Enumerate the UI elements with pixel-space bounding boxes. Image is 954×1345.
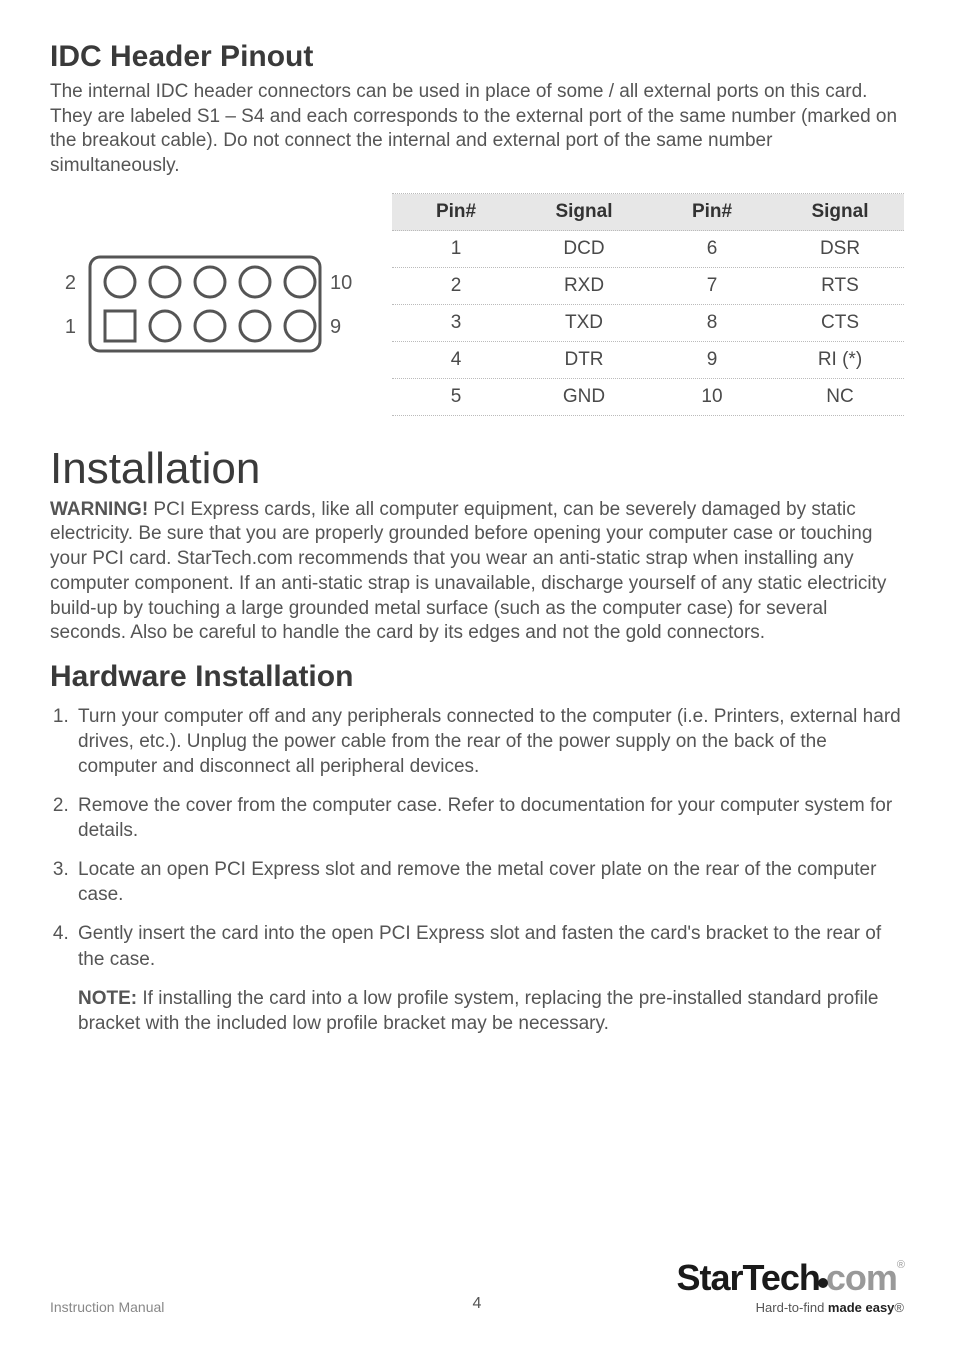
table-row: 1 DCD 6 DSR bbox=[392, 231, 904, 268]
td: 7 bbox=[648, 275, 776, 297]
hardware-steps: Turn your computer off and any periphera… bbox=[50, 704, 904, 972]
td: NC bbox=[776, 386, 904, 408]
logo-grey: com bbox=[826, 1257, 897, 1298]
hardware-heading: Hardware Installation bbox=[50, 660, 904, 694]
td: DSR bbox=[776, 238, 904, 260]
table-row: 5 GND 10 NC bbox=[392, 379, 904, 416]
td: 2 bbox=[392, 275, 520, 297]
table-row: 3 TXD 8 CTS bbox=[392, 305, 904, 342]
idc-header-diagram: 2 1 10 9 bbox=[50, 239, 370, 369]
td: RI (*) bbox=[776, 349, 904, 371]
pin-table-header: Pin# Signal Pin# Signal bbox=[392, 194, 904, 231]
diagram-label-tl: 2 bbox=[65, 272, 76, 294]
td: 6 bbox=[648, 238, 776, 260]
idc-body: The internal IDC header connectors can b… bbox=[50, 80, 904, 179]
diagram-label-tr: 10 bbox=[330, 272, 352, 294]
pin-table: Pin# Signal Pin# Signal 1 DCD 6 DSR 2 RX… bbox=[392, 193, 904, 416]
installation-heading: Installation bbox=[50, 444, 904, 494]
table-row: 4 DTR 9 RI (*) bbox=[392, 342, 904, 379]
th-signal1: Signal bbox=[520, 201, 648, 223]
th-signal2: Signal bbox=[776, 201, 904, 223]
startech-logo: StarTechcom® Hard-to-find made easy® bbox=[676, 1260, 904, 1315]
td: 4 bbox=[392, 349, 520, 371]
list-item: Gently insert the card into the open PCI… bbox=[74, 921, 904, 971]
registered-mark: ® bbox=[897, 1259, 904, 1271]
tag-bold: made easy bbox=[828, 1300, 895, 1315]
td: RTS bbox=[776, 275, 904, 297]
list-item: Remove the cover from the computer case.… bbox=[74, 793, 904, 843]
registered-mark-small: ® bbox=[894, 1300, 904, 1315]
pinout-row: 2 1 10 9 Pin# Signal Pin# Signal 1 DCD 6… bbox=[50, 193, 904, 416]
td: GND bbox=[520, 386, 648, 408]
td: DCD bbox=[520, 238, 648, 260]
tag-grey: Hard-to-find bbox=[756, 1300, 828, 1315]
installation-warning: WARNING! PCI Express cards, like all com… bbox=[50, 498, 904, 646]
logo-tagline: Hard-to-find made easy® bbox=[676, 1300, 904, 1315]
td: 3 bbox=[392, 312, 520, 334]
td: 8 bbox=[648, 312, 776, 334]
warning-label: WARNING! bbox=[50, 499, 148, 520]
td: 9 bbox=[648, 349, 776, 371]
diagram-label-bl: 1 bbox=[65, 316, 76, 338]
idc-heading: IDC Header Pinout bbox=[50, 40, 904, 74]
diagram-label-br: 9 bbox=[330, 316, 341, 338]
list-item: Turn your computer off and any periphera… bbox=[74, 704, 904, 779]
hardware-note: NOTE: If installing the card into a low … bbox=[78, 986, 904, 1036]
td: 1 bbox=[392, 238, 520, 260]
td: RXD bbox=[520, 275, 648, 297]
td: DTR bbox=[520, 349, 648, 371]
page-number: 4 bbox=[473, 1295, 482, 1313]
td: CTS bbox=[776, 312, 904, 334]
note-body: If installing the card into a low profil… bbox=[78, 988, 879, 1034]
td: TXD bbox=[520, 312, 648, 334]
th-pin2: Pin# bbox=[648, 201, 776, 223]
logo-main: StarTech bbox=[676, 1257, 819, 1298]
th-pin1: Pin# bbox=[392, 201, 520, 223]
note-label: NOTE: bbox=[78, 988, 137, 1009]
td: 10 bbox=[648, 386, 776, 408]
warning-body: PCI Express cards, like all computer equ… bbox=[50, 499, 886, 643]
logo-dot-icon bbox=[818, 1278, 828, 1288]
footer-left-text: Instruction Manual bbox=[50, 1299, 164, 1315]
page-footer: Instruction Manual 4 StarTechcom® Hard-t… bbox=[50, 1260, 904, 1315]
list-item: Locate an open PCI Express slot and remo… bbox=[74, 857, 904, 907]
table-row: 2 RXD 7 RTS bbox=[392, 268, 904, 305]
td: 5 bbox=[392, 386, 520, 408]
